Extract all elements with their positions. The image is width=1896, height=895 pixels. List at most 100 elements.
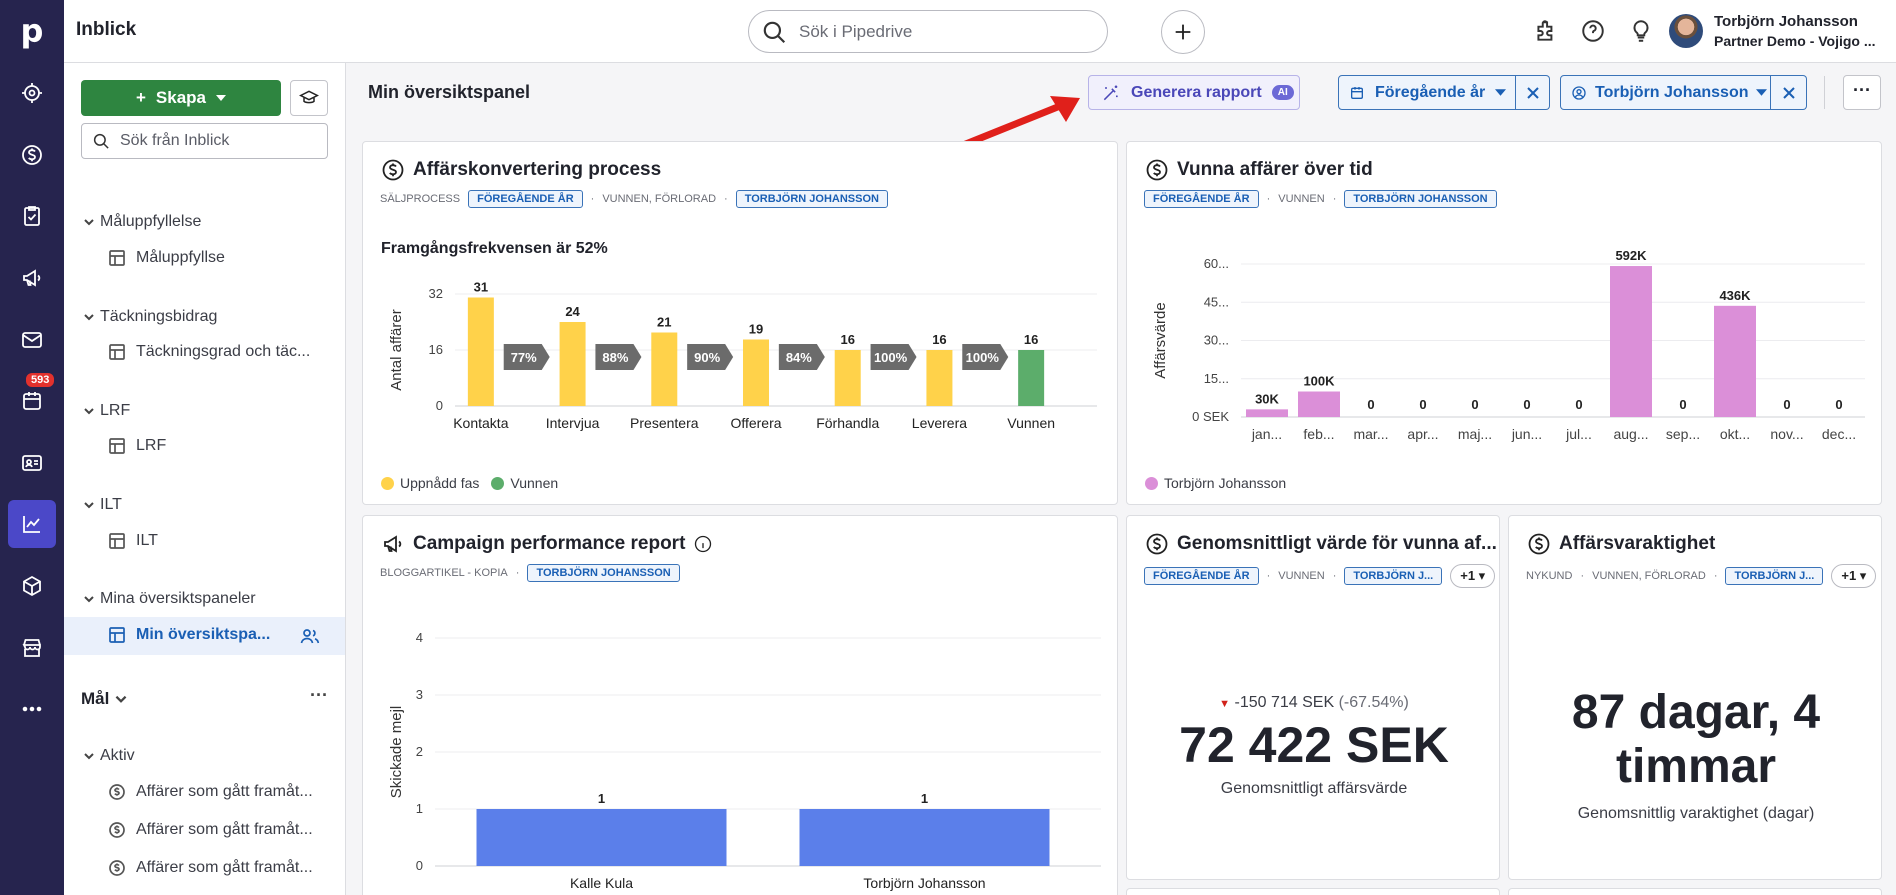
contacts-icon[interactable] bbox=[14, 445, 50, 481]
meta-text: VUNNEN, FÖRLORAD bbox=[1592, 570, 1706, 582]
card-campaign[interactable]: Campaign performance report BLOGGARTIKEL… bbox=[362, 515, 1118, 895]
conversion-rate-label: 84% bbox=[786, 350, 812, 365]
clear-period-filter-button[interactable] bbox=[1516, 75, 1550, 110]
sidebar-item-min-oversiktspanel[interactable]: Min översiktspa... bbox=[108, 626, 270, 644]
create-button[interactable]: + Skapa bbox=[81, 80, 281, 116]
goal-item[interactable]: Affärer som gått framåt... bbox=[108, 859, 313, 877]
bar bbox=[1714, 305, 1756, 417]
group-lrf[interactable]: LRF bbox=[82, 402, 130, 420]
more-filters-button[interactable]: +1 ▾ bbox=[1450, 564, 1496, 588]
more-filters-count: +1 bbox=[1460, 568, 1476, 583]
card-won-over-time[interactable]: Vunna affärer över tid FÖREGÅENDE ÅR · VU… bbox=[1126, 141, 1882, 505]
value-change: ▼ -150 714 SEK (-67.54%) bbox=[1127, 694, 1499, 712]
group-maluppfyllelse[interactable]: Måluppfyllelse bbox=[82, 213, 201, 231]
marketplace-icon[interactable] bbox=[14, 630, 50, 666]
change-percent: (-67.54%) bbox=[1338, 694, 1409, 711]
goal-item[interactable]: Affärer som gått framåt... bbox=[108, 783, 313, 801]
dashboard-more-button[interactable]: ··· bbox=[1843, 75, 1881, 110]
x-tick-label: Kalle Kula bbox=[570, 875, 633, 891]
bar-value-label: 21 bbox=[657, 315, 671, 330]
filter-chip[interactable]: FÖREGÅENDE ÅR bbox=[1144, 567, 1259, 585]
card-duration[interactable]: Affärsvaraktighet NYKUND · VUNNEN, FÖRLOR… bbox=[1508, 515, 1882, 880]
sidebar-item-ilt[interactable]: ILT bbox=[108, 532, 158, 550]
meta-text: VUNNEN, FÖRLORAD bbox=[602, 193, 717, 205]
legend-dot-won bbox=[491, 476, 505, 490]
academy-button[interactable] bbox=[290, 80, 328, 116]
generate-report-button[interactable]: Generera rapport AI bbox=[1088, 75, 1300, 110]
x-tick-label: feb... bbox=[1303, 426, 1334, 442]
group-mina-oversiktspaneler[interactable]: Mina översiktspaneler bbox=[82, 590, 256, 608]
user-name[interactable]: Torbjörn Johansson bbox=[1714, 13, 1858, 30]
legend: Uppnådd fas Vunnen bbox=[381, 475, 558, 491]
filter-chip[interactable]: TORBJÖRN JOHANSSON bbox=[1344, 190, 1497, 208]
insights-search-placeholder: Sök från Inblick bbox=[120, 132, 230, 149]
goals-more-icon[interactable]: ··· bbox=[310, 685, 328, 705]
calendar-icon[interactable] bbox=[14, 383, 50, 419]
period-filter-dropdown[interactable]: Föregående år bbox=[1338, 75, 1516, 110]
meta-separator: · bbox=[1266, 193, 1271, 205]
filter-chip[interactable]: FÖREGÅENDE ÅR bbox=[1144, 190, 1259, 208]
extensions-icon[interactable] bbox=[1533, 18, 1561, 46]
help-icon[interactable] bbox=[1580, 18, 1608, 46]
filter-chip[interactable]: TORBJÖRN JOHANSSON bbox=[527, 564, 680, 582]
bar bbox=[1246, 409, 1288, 417]
group-ilt[interactable]: ILT bbox=[82, 496, 122, 514]
campaigns-icon[interactable] bbox=[14, 260, 50, 296]
filter-chip[interactable]: TORBJÖRN J... bbox=[1344, 567, 1443, 585]
filter-chip[interactable]: TORBJÖRN J... bbox=[1725, 567, 1824, 585]
campaign-chart: Skickade mejl 0 1 2 3 4 1 Kalle Kula 1 Torbjörn J… bbox=[388, 630, 1101, 891]
chevron-down-icon bbox=[84, 753, 94, 760]
insights-search-input[interactable]: Sök från Inblick bbox=[81, 123, 328, 159]
avatar[interactable] bbox=[1669, 14, 1703, 48]
filter-chip[interactable]: TORBJÖRN JOHANSSON bbox=[735, 190, 888, 208]
sidebar-item-lrf[interactable]: LRF bbox=[108, 437, 166, 455]
insights-icon[interactable] bbox=[8, 500, 56, 548]
info-icon[interactable] bbox=[693, 534, 713, 554]
goal-item[interactable]: Affärer som gått framåt... bbox=[108, 821, 313, 839]
leads-icon[interactable] bbox=[14, 75, 50, 111]
group-aktiv[interactable]: Aktiv bbox=[82, 747, 135, 765]
dashboard-icon bbox=[109, 250, 125, 266]
plus-icon bbox=[1175, 24, 1191, 40]
user-company[interactable]: Partner Demo - Vojigo ... bbox=[1714, 33, 1876, 49]
global-search-input[interactable]: Sök i Pipedrive bbox=[748, 10, 1108, 53]
goals-label: Mål bbox=[81, 689, 110, 708]
quick-add-button[interactable] bbox=[1161, 10, 1205, 54]
bar-value-label: 16 bbox=[840, 332, 854, 347]
shared-users-icon[interactable] bbox=[300, 627, 320, 645]
clear-user-filter-button[interactable] bbox=[1771, 75, 1807, 110]
group-tackningsbidrag[interactable]: Täckningsbidrag bbox=[82, 308, 217, 326]
pipedrive-logo[interactable]: p bbox=[20, 12, 44, 50]
deals-icon[interactable] bbox=[14, 137, 50, 173]
group-label: Mina översiktspaneler bbox=[100, 590, 256, 607]
filter-chip[interactable]: FÖREGÅENDE ÅR bbox=[468, 190, 583, 208]
tips-icon[interactable] bbox=[1628, 18, 1656, 46]
bar-value-label: 0 bbox=[1679, 397, 1686, 412]
card-conversion[interactable]: Affärskonvertering process SÄLJPROCESS F… bbox=[362, 141, 1118, 505]
more-icon[interactable] bbox=[14, 691, 50, 727]
dashboard-icon bbox=[109, 438, 125, 454]
bar bbox=[1610, 266, 1652, 417]
bar-value-label: 16 bbox=[932, 332, 946, 347]
mail-icon[interactable] bbox=[14, 322, 50, 358]
more-filters-button[interactable]: +1 ▾ bbox=[1831, 564, 1877, 588]
goals-header[interactable]: Mål bbox=[81, 689, 129, 709]
user-filter-label: Torbjörn Johansson bbox=[1595, 83, 1749, 101]
card-average-value[interactable]: Genomsnittligt värde för vunna af... FÖR… bbox=[1126, 515, 1500, 880]
bar-value-label: 100K bbox=[1303, 374, 1335, 389]
caret-down-icon bbox=[1495, 89, 1507, 96]
meta-separator: · bbox=[724, 193, 728, 205]
x-tick-label: mar... bbox=[1353, 426, 1388, 442]
sidebar-item-maluppfyllse[interactable]: Måluppfyllse bbox=[108, 249, 225, 267]
bar-value-label: 592K bbox=[1615, 248, 1647, 263]
bar-value-label: 0 bbox=[1471, 397, 1478, 412]
user-filter-dropdown[interactable]: Torbjörn Johansson bbox=[1560, 75, 1771, 110]
products-icon[interactable] bbox=[14, 568, 50, 604]
legend-dot-user bbox=[1145, 476, 1158, 490]
conversion-arrow bbox=[962, 344, 1009, 370]
meta-separator: · bbox=[1332, 570, 1337, 582]
bar-value-label: 19 bbox=[749, 322, 763, 337]
activities-icon[interactable] bbox=[14, 198, 50, 234]
group-label: LRF bbox=[100, 402, 131, 419]
sidebar-item-tackningsgrad[interactable]: Täckningsgrad och täc... bbox=[108, 343, 310, 361]
